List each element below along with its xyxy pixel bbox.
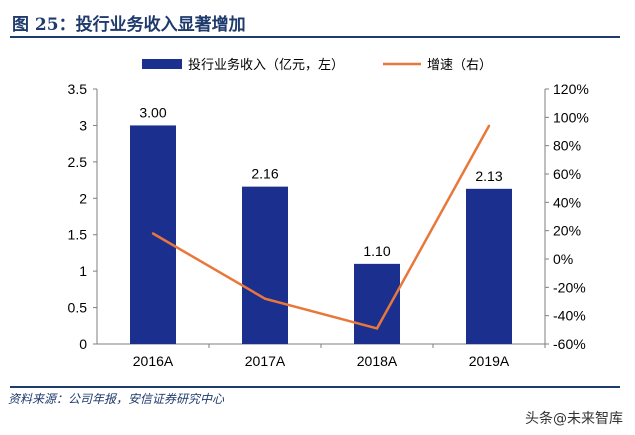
growth-point: [487, 124, 491, 128]
x-tick-label: 2017A: [245, 353, 286, 369]
watermark: 头条@未来智库: [525, 411, 623, 427]
left-tick-label: 3.5: [68, 81, 88, 97]
left-tick-label: 1.5: [68, 227, 88, 243]
source-note: 资料来源：公司年报，安信证券研究中心: [8, 392, 225, 406]
growth-point: [263, 297, 267, 300]
figure-title: 图 25：投行业务收入显著增加: [12, 15, 246, 35]
bar: [354, 263, 400, 344]
x-tick-label: 2018A: [357, 353, 398, 369]
left-tick-label: 3: [79, 117, 87, 133]
growth-point: [151, 232, 155, 235]
growth-line: [152, 125, 491, 330]
right-tick-label: 40%: [553, 194, 581, 210]
bar-data-label: 1.10: [363, 243, 390, 259]
right-tick-label: -40%: [553, 308, 586, 324]
source-divider: [10, 386, 620, 388]
right-tick-label: -60%: [553, 336, 586, 352]
left-tick-label: 0: [79, 336, 87, 352]
bar: [466, 188, 512, 344]
bar-data-label: 3.00: [139, 104, 166, 120]
right-tick-label: 0%: [553, 251, 573, 267]
right-tick-label: 120%: [553, 81, 589, 97]
x-tick-label: 2019A: [469, 353, 510, 369]
legend-label-bar: 投行业务收入（亿元，左）: [188, 57, 344, 72]
left-tick-label: 0.5: [68, 300, 88, 316]
chart-svg: 0 0.5 1 1.5 2 2.5 3 3.5 -60% -40% -20% 0% 20% 40% 60% 8…: [68, 57, 589, 369]
growth-point: [375, 327, 379, 330]
right-tick-label: 80%: [553, 138, 581, 154]
bar: [242, 186, 288, 344]
title-bar: 图 25：投行业务收入显著增加: [10, 6, 620, 38]
x-tick-label: 2016A: [133, 353, 174, 369]
right-tick-label: -20%: [553, 279, 586, 295]
bar-data-label: 2.13: [475, 168, 502, 184]
right-tick-label: 100%: [553, 109, 589, 125]
chart-container: 0 0.5 1 1.5 2 2.5 3 3.5 -60% -40% -20% 0% 20% 40% 60% 8…: [0, 40, 635, 385]
legend-label-line: 增速（右）: [427, 57, 492, 72]
left-tick-label: 2.5: [68, 154, 88, 170]
legend-swatch-bar: [142, 59, 182, 69]
right-tick-label: 20%: [553, 223, 581, 239]
left-tick-label: 2: [79, 190, 87, 206]
bar-data-label: 2.16: [251, 166, 278, 182]
left-tick-label: 1: [79, 263, 87, 279]
right-tick-label: 60%: [553, 166, 581, 182]
